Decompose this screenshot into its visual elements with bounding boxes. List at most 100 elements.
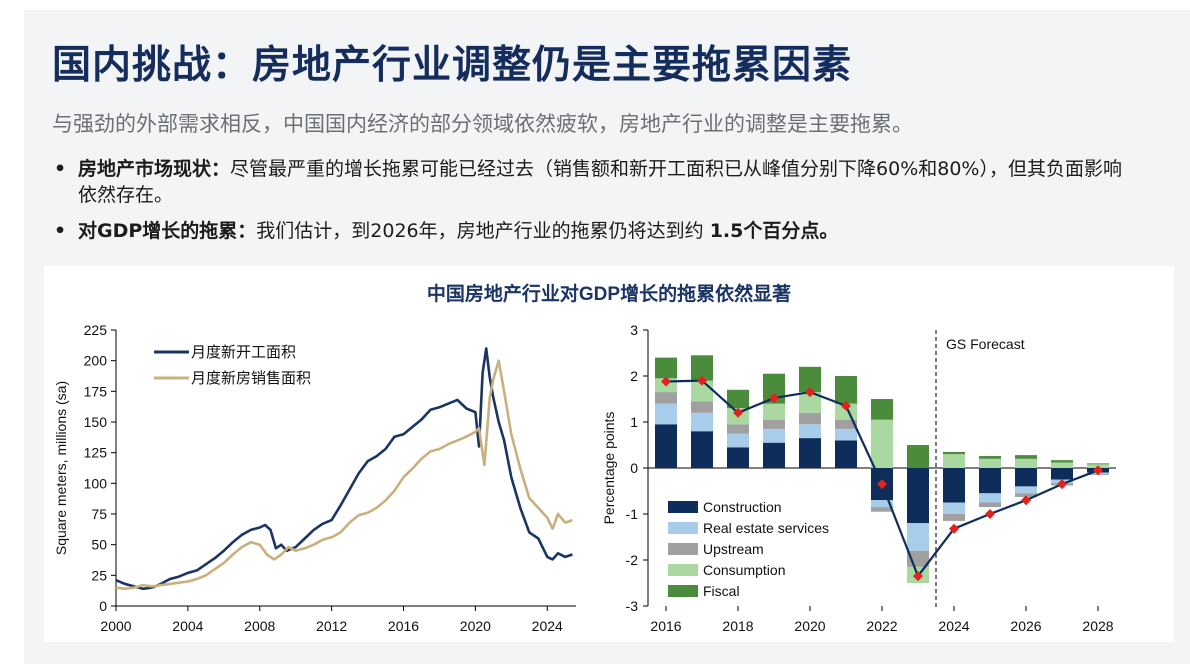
total-marker (1093, 465, 1103, 476)
legend-label: 月度新房销售面积 (191, 370, 311, 387)
total-marker (949, 523, 959, 534)
bar-segment (907, 445, 929, 468)
bar-segment (727, 433, 749, 448)
x-tick-label: 2020 (794, 618, 825, 634)
bullet-text: 尽管最严重的增长拖累可能已经过去（销售额和新开工面积已从峰值分别下降60%和80… (78, 158, 1122, 206)
bar-segment (655, 392, 677, 404)
bar-segment (691, 431, 713, 468)
y-tick-label: 125 (84, 445, 108, 461)
x-tick-label: 2016 (388, 618, 419, 634)
y-tick-label: 200 (84, 353, 108, 369)
bar-segment (1015, 468, 1037, 487)
y-tick-label: 150 (84, 414, 108, 430)
total-marker (697, 375, 707, 386)
series-line (115, 359, 573, 591)
bar-segment (835, 376, 857, 404)
x-tick-label: 2012 (316, 618, 347, 634)
bullet-item: • 对GDP增长的拖累：我们估计，到2026年，房地产行业的拖累仍将达到约 1.… (52, 218, 1132, 244)
bar-segment (691, 401, 713, 413)
bar-segment (943, 502, 965, 514)
y-tick-label: 0 (630, 460, 638, 476)
series-line (115, 347, 573, 591)
total-marker (733, 407, 743, 418)
bar-segment (1015, 458, 1037, 468)
bullet-item: • 房地产市场现状：尽管最严重的增长拖累可能已经过去（销售额和新开工面积已从峰值… (52, 156, 1132, 208)
legend-swatch (668, 543, 698, 555)
bullet-dot: • (54, 220, 67, 242)
chart-svg: 中国房地产行业对GDP增长的拖累依然显著 0 25 50 75 100 125 150 175… (53, 282, 1116, 634)
forecast-annotation: GS Forecast (946, 336, 1025, 352)
bullet-list: • 房地产市场现状：尽管最严重的增长拖累可能已经过去（销售额和新开工面积已从峰值… (52, 156, 1132, 254)
bar-segment (871, 419, 893, 468)
legend-label: Upstream (703, 541, 764, 557)
x-tick-label: 2026 (1010, 618, 1041, 634)
bar-segment (871, 500, 893, 508)
y-axis-label: Square meters, millions (sa) (53, 381, 69, 555)
total-marker (841, 400, 851, 411)
chart-title: 中国房地产行业对GDP增长的拖累依然显著 (427, 282, 791, 305)
total-marker (1021, 495, 1031, 506)
y-tick-label: 1 (630, 414, 638, 430)
bar-segment (835, 440, 857, 468)
bar-segment (727, 447, 749, 468)
bar-segment (655, 424, 677, 468)
total-marker (913, 571, 923, 582)
bar-segment (943, 468, 965, 503)
x-tick-label: 2022 (866, 618, 897, 634)
bullet-heading: 对GDP增长的拖累： (78, 220, 257, 242)
bullet-dot: • (54, 158, 67, 180)
bar-segment (763, 428, 785, 443)
bar-segment (979, 458, 1001, 468)
bar-segment (799, 438, 821, 468)
bar-segment (727, 389, 749, 409)
bar-segment (799, 392, 821, 413)
bar-segment (979, 468, 1001, 494)
bar-segment (691, 355, 713, 381)
legend-swatch (668, 585, 698, 597)
chart-panel: 中国房地产行业对GDP增长的拖累依然显著 0 25 50 75 100 125 150 175… (44, 266, 1174, 642)
x-tick-label: 2024 (938, 618, 969, 634)
x-tick-label: 2016 (650, 618, 681, 634)
total-marker (805, 387, 815, 398)
bar-segment (655, 357, 677, 379)
bar-segment (871, 399, 893, 420)
y-tick-label: 75 (91, 506, 107, 522)
bar-segment (727, 424, 749, 434)
bullet-emphasis: 1.5个百分点。 (709, 220, 839, 242)
line-chart: 0 25 50 75 100 125 150 175 200 225 2000 2004 2008 201… (53, 322, 576, 634)
bar-segment (799, 412, 821, 425)
bar-segment (691, 412, 713, 432)
bar-segment (799, 424, 821, 439)
total-marker (661, 376, 671, 387)
bar-segment (655, 403, 677, 425)
bar-segment (979, 493, 1001, 503)
x-tick-label: 2000 (100, 618, 131, 634)
bar-segment (835, 428, 857, 441)
bar-segment (943, 451, 965, 455)
bar-segment (979, 456, 1001, 459)
bar-segment (943, 454, 965, 468)
y-tick-label: 175 (84, 383, 108, 399)
legend-swatch (668, 564, 698, 576)
legend-swatch (668, 522, 698, 534)
x-tick-label: 2028 (1082, 618, 1113, 634)
bar-segment (907, 468, 929, 524)
bar-segment (763, 419, 785, 429)
bar-segment (799, 366, 821, 393)
legend-label: 月度新开工面积 (191, 344, 296, 361)
y-tick-label: 50 (91, 537, 107, 553)
x-tick-label: 2004 (172, 618, 203, 634)
x-tick-label: 2008 (244, 618, 275, 634)
bar-segment (835, 419, 857, 429)
page-subtitle: 与强劲的外部需求相反，中国国内经济的部分领域依然疲软，房地产行业的调整是主要拖累… (52, 112, 913, 136)
bar-segment (1051, 460, 1073, 463)
legend-label: Fiscal (703, 583, 740, 599)
bar-segment (943, 514, 965, 521)
stacked-bar-chart: -3 -2 -1 0 1 2 3 Percentage points 2016 2018 2020 2… (601, 322, 1116, 634)
bar-segment (1051, 462, 1073, 468)
page-title: 国内挑战：房地产行业调整仍是主要拖累因素 (52, 43, 853, 88)
bar-segment (763, 403, 785, 420)
y-tick-label: 225 (84, 322, 108, 338)
total-marker (985, 509, 995, 519)
bar-segment (1087, 463, 1109, 465)
